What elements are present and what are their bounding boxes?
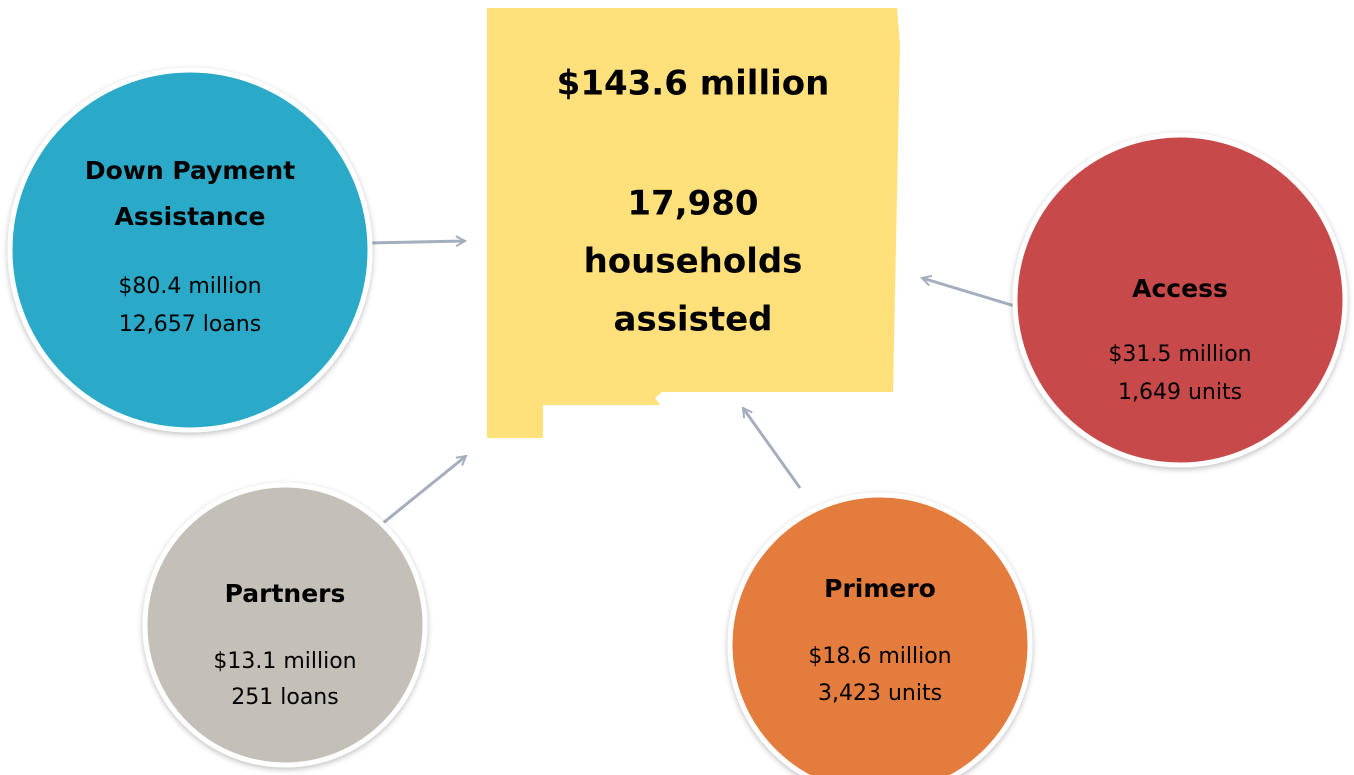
node-circle [7,67,373,433]
node-circle [142,482,428,768]
center-amount: $143.6 million [557,64,830,104]
node-count: 12,657 loans [119,312,261,337]
node-amount: $13.1 million [213,649,356,674]
node-title: Primero [824,574,936,603]
node-title: Assistance [115,202,266,231]
node-count: 251 loans [231,685,338,710]
node-title: Partners [225,579,346,608]
arrow [369,241,465,243]
node-amount: $80.4 million [118,274,261,299]
node-amount: $31.5 million [1108,342,1251,367]
node-circle [1012,132,1348,468]
center-households: households [584,242,803,282]
node-title: Access [1132,274,1228,303]
center-households: 17,980 [627,184,758,224]
arrow [922,278,1019,309]
node-count: 3,423 units [818,681,942,706]
arrow [741,408,802,489]
node-title: Down Payment [85,156,295,185]
center-households: assisted [614,300,773,340]
node-amount: $18.6 million [808,644,951,669]
node-circle [727,492,1033,775]
node-count: 1,649 units [1118,380,1242,405]
state-map [487,8,900,438]
